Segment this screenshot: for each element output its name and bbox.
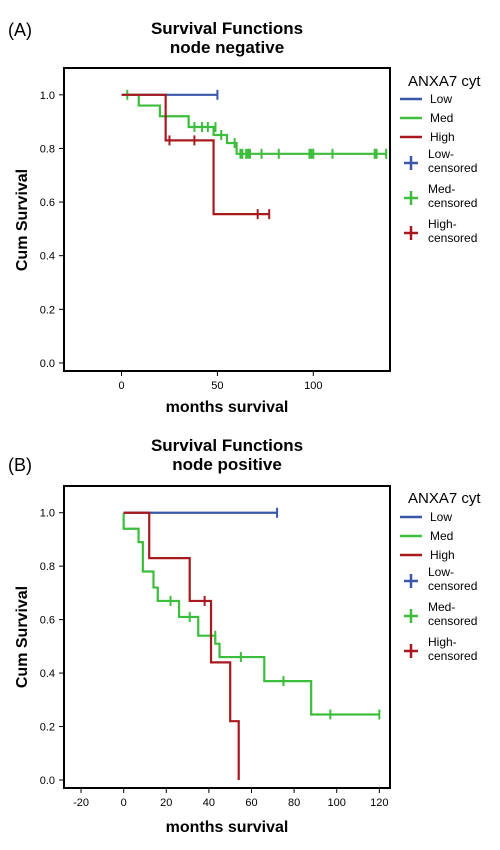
y-tick-label: 0.8 bbox=[40, 143, 55, 155]
x-tick-label: 20 bbox=[160, 797, 172, 809]
legend-label-low: Low bbox=[430, 510, 452, 524]
legend-title: ANXA7 cyt bbox=[408, 73, 481, 90]
x-tick-label: 100 bbox=[304, 380, 322, 392]
y-tick-label: 0.6 bbox=[40, 197, 55, 209]
legend-label-med: Med bbox=[430, 111, 453, 125]
series-line-high bbox=[121, 93, 270, 216]
y-tick-label: 0.0 bbox=[40, 775, 55, 787]
panel-b-label: (B) bbox=[8, 455, 32, 475]
x-tick-label: 0 bbox=[118, 380, 124, 392]
panel-a-subtitle: node negative bbox=[170, 38, 284, 57]
panel-b-subtitle: node positive bbox=[172, 455, 282, 474]
series-line-med bbox=[122, 512, 380, 716]
legend-label-high: High bbox=[430, 548, 455, 562]
y-tick-label: 0.4 bbox=[40, 251, 55, 263]
y-tick-label: 1.0 bbox=[40, 90, 55, 102]
panel-b-ylabel: Cum Survival bbox=[14, 586, 31, 688]
legend-label-high-censored: High-censored bbox=[428, 635, 477, 663]
y-tick-label: 0.0 bbox=[40, 358, 55, 370]
legend-label-med-censored: Med-censored bbox=[428, 600, 477, 628]
panel-b-xlabel: months survival bbox=[166, 819, 289, 836]
panel-a-ylabel: Cum Survival bbox=[14, 169, 31, 271]
panel-b-series bbox=[122, 507, 381, 780]
panel-a-series bbox=[121, 89, 388, 220]
y-tick-label: 1.0 bbox=[40, 508, 55, 520]
x-tick-label: 60 bbox=[245, 797, 257, 809]
x-tick-label: 0 bbox=[121, 797, 127, 809]
x-tick-label: 120 bbox=[370, 797, 388, 809]
legend-label-med: Med bbox=[430, 529, 453, 543]
x-tick-label: 100 bbox=[328, 797, 346, 809]
legend-label-low-censored: Low-censored bbox=[428, 147, 477, 175]
legend-label-med-censored: Med-censored bbox=[428, 182, 477, 210]
panel-b-plot-frame bbox=[63, 485, 391, 789]
y-tick-label: 0.2 bbox=[40, 304, 55, 316]
legend-label-low-censored: Low-censored bbox=[428, 565, 477, 593]
series-line-high bbox=[123, 511, 240, 780]
panel-a-xlabel: months survival bbox=[166, 399, 289, 416]
y-tick-label: 0.6 bbox=[40, 615, 55, 627]
y-tick-label: 0.8 bbox=[40, 561, 55, 573]
x-tick-label: 40 bbox=[203, 797, 215, 809]
x-tick-label: 50 bbox=[211, 380, 223, 392]
panel-b: (B) Survival Functions node positive Cum… bbox=[8, 436, 481, 836]
panel-b-x-ticks: -20 0 20 40 60 80 100 120 bbox=[73, 788, 389, 809]
y-tick-label: 0.4 bbox=[40, 668, 55, 680]
panel-a-title: Survival Functions bbox=[151, 19, 303, 38]
panel-b-legend: ANXA7 cyt Low Med High Low-censored Med-censo… bbox=[400, 490, 481, 663]
panel-b-title: Survival Functions bbox=[151, 436, 303, 455]
panel-b-y-ticks: 0.0 0.2 0.4 0.6 0.8 1.0 bbox=[40, 508, 64, 787]
legend-title: ANXA7 cyt bbox=[408, 490, 481, 507]
panel-a-x-ticks: 0 50 100 bbox=[118, 371, 322, 392]
panel-a: (A) Survival Functions node negative Cum… bbox=[8, 19, 481, 416]
y-tick-label: 0.2 bbox=[40, 722, 55, 734]
panel-a-legend: ANXA7 cyt Low Med High Low-censored Med-censo… bbox=[400, 73, 481, 245]
legend-label-low: Low bbox=[430, 92, 452, 106]
x-tick-label: -20 bbox=[73, 797, 89, 809]
panel-a-label: (A) bbox=[8, 20, 32, 40]
x-tick-label: 80 bbox=[288, 797, 300, 809]
legend-label-high: High bbox=[430, 130, 455, 144]
legend-label-high-censored: High-censored bbox=[428, 217, 477, 245]
panel-a-plot-frame bbox=[63, 67, 391, 372]
panel-a-y-ticks: 0.0 0.2 0.4 0.6 0.8 1.0 bbox=[40, 90, 64, 370]
